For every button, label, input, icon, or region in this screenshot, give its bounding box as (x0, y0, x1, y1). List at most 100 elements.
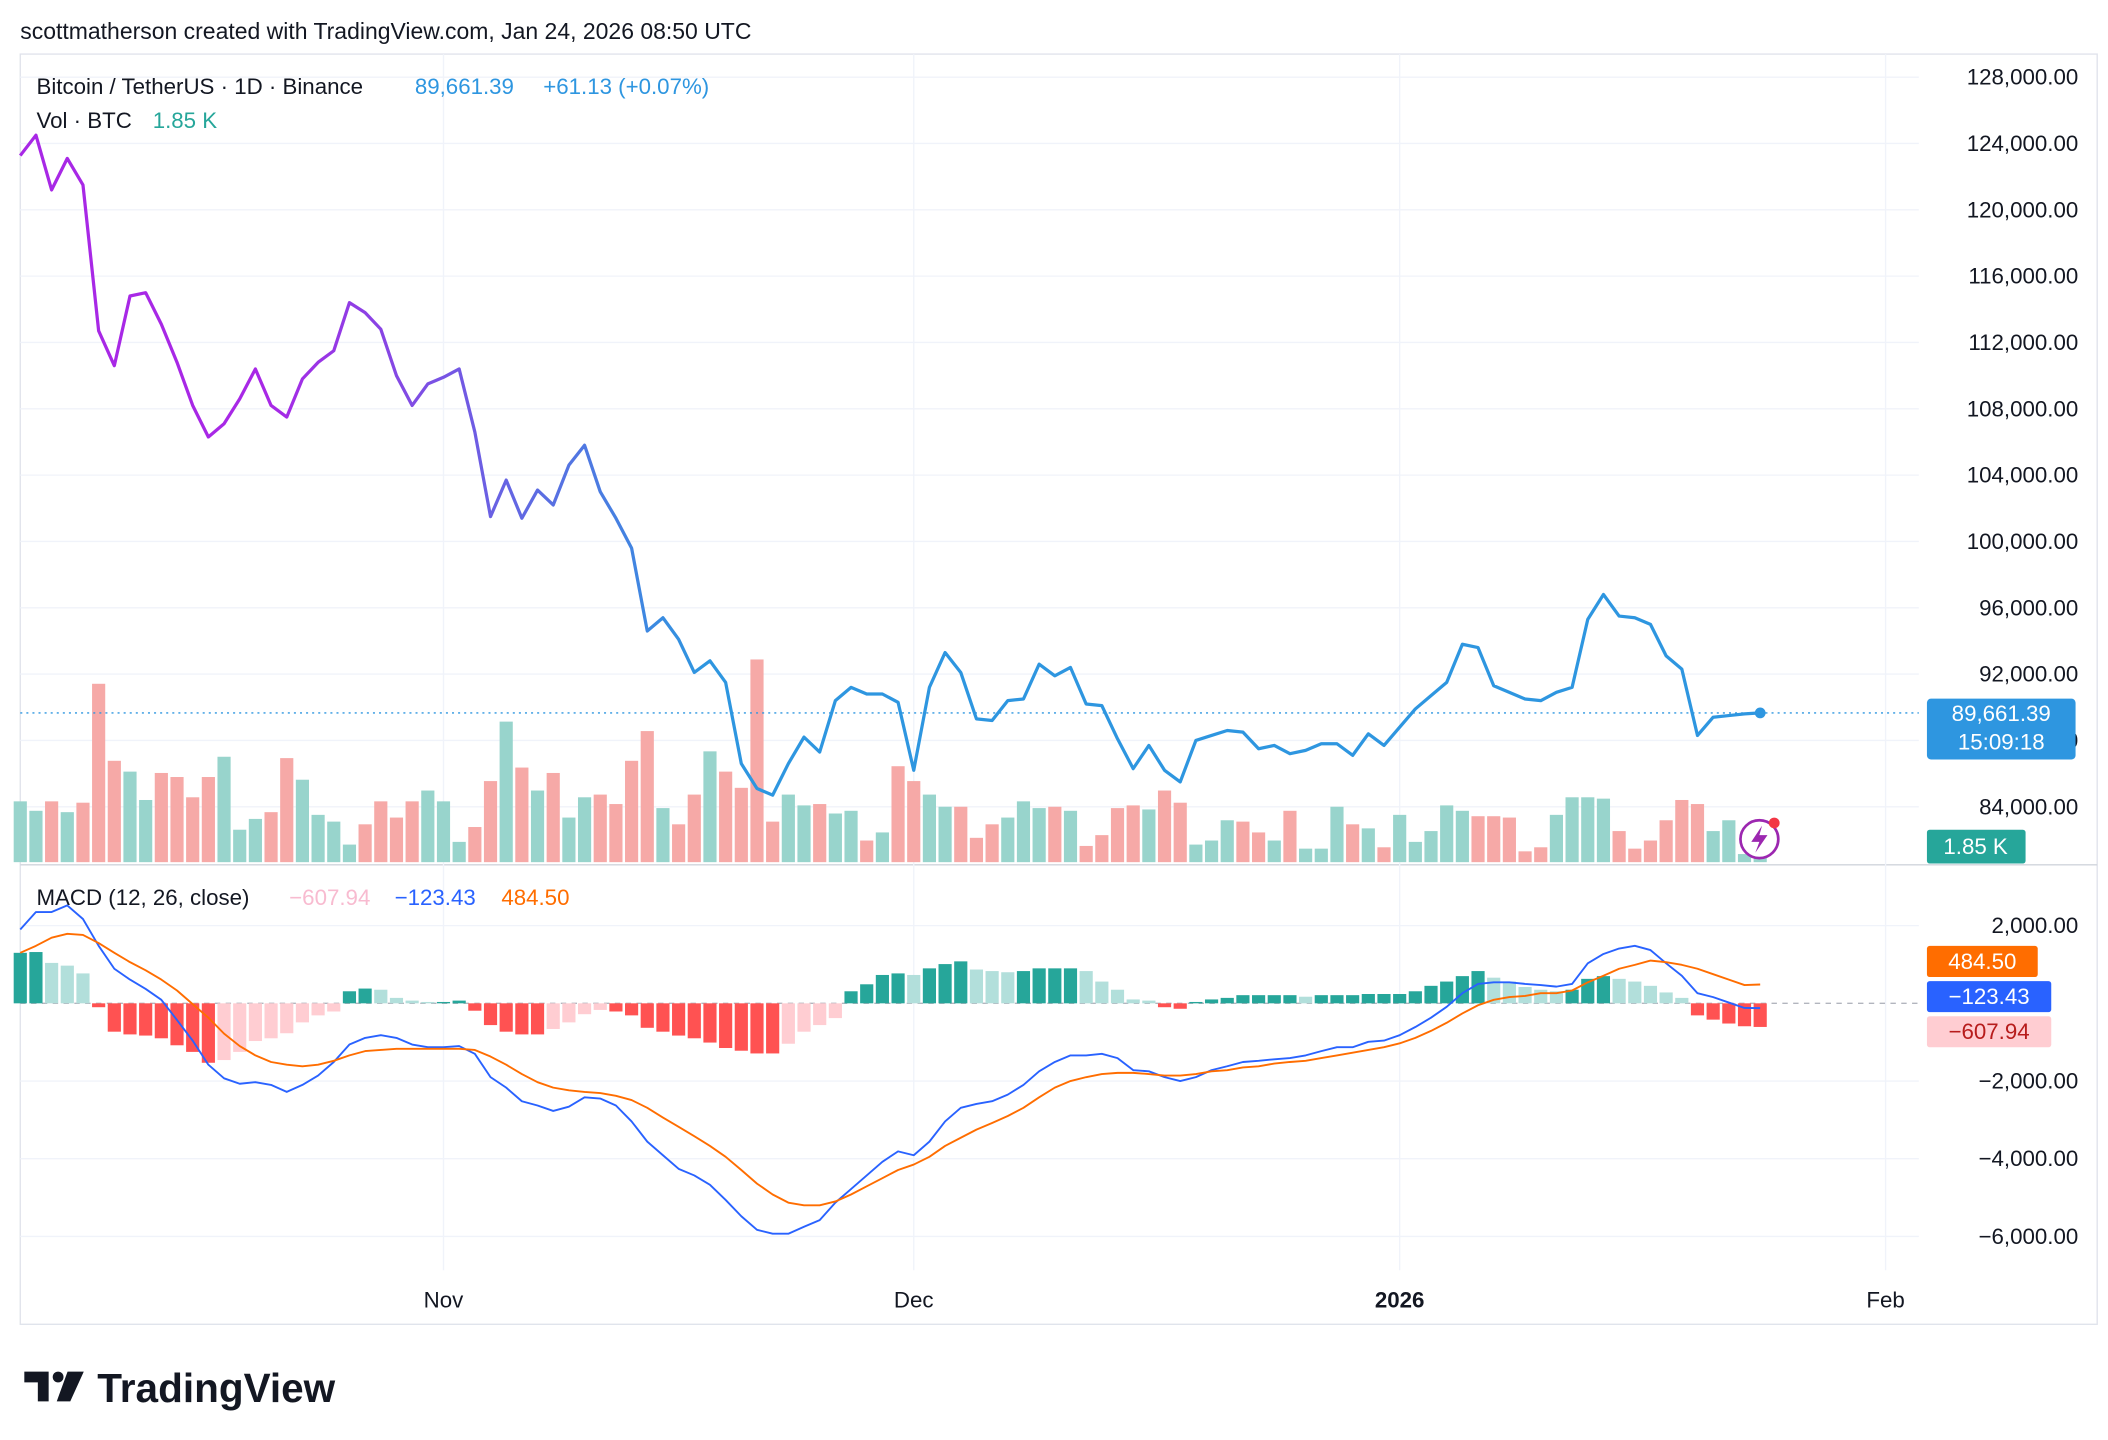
attribution: scottmatherson created with TradingView.… (20, 18, 751, 44)
histogram-bar (45, 962, 59, 1004)
histogram-badge-value: −607.94 (1949, 1019, 2030, 1044)
volume-bar (844, 810, 858, 863)
alert-icon[interactable] (1739, 817, 1780, 860)
histogram-bar (1737, 1003, 1752, 1027)
macd-badge-value: −123.43 (1949, 984, 2030, 1009)
histogram-bar (1189, 1001, 1203, 1004)
histogram-bar (813, 1003, 827, 1026)
legend-signal: 484.50 (501, 885, 569, 910)
histogram-bar (828, 1003, 842, 1019)
volume-bar (1048, 806, 1062, 863)
volume-bar (985, 824, 999, 863)
histogram-bar (656, 1003, 670, 1032)
volume-bar (248, 818, 262, 863)
histogram-bar (954, 961, 968, 1004)
histogram-bar (672, 1003, 686, 1036)
volume-bar (860, 840, 874, 863)
volume-bar (1032, 808, 1046, 863)
volume-bar (1361, 828, 1375, 863)
histogram-bar (1095, 981, 1109, 1004)
volume-bar (1377, 847, 1391, 863)
histogram-bar (342, 991, 357, 1004)
histogram-bar (1142, 1000, 1156, 1004)
volume-bar (1220, 820, 1234, 863)
volume-bar (577, 797, 592, 863)
histogram-bar (797, 1003, 811, 1032)
volume-bar (1675, 799, 1689, 863)
x-tick-label: 2026 (1375, 1287, 1425, 1312)
volume-bar (1016, 801, 1031, 863)
y-tick-label: 116,000.00 (1968, 264, 2078, 289)
x-tick-label: Dec (894, 1287, 934, 1312)
histogram-bar (1079, 971, 1093, 1004)
histogram-bar (76, 973, 90, 1004)
histogram-bar (1204, 999, 1219, 1004)
histogram-bar (703, 1003, 717, 1043)
last-price-dot (1754, 707, 1766, 719)
histogram-bar (891, 973, 905, 1004)
x-tick-label: Nov (424, 1287, 464, 1312)
volume-bar (750, 659, 764, 863)
macd-tick-label: −4,000.00 (1979, 1146, 2079, 1171)
histogram-bar (327, 1003, 341, 1012)
histogram-bar (1236, 995, 1250, 1004)
volume-bar (405, 801, 419, 863)
volume-bar (499, 721, 513, 863)
histogram-bar (1016, 971, 1031, 1004)
histogram-bar (844, 991, 858, 1004)
histogram-bar (1157, 1003, 1172, 1008)
histogram-bar (985, 971, 999, 1004)
volume-bar (1283, 810, 1297, 863)
histogram-bar (60, 965, 74, 1004)
legend-last-price: 89,661.39 (415, 74, 514, 99)
volume-bar (374, 801, 388, 863)
histogram-bar (750, 1003, 764, 1054)
histogram-bar (719, 1003, 733, 1049)
legend-histogram: −607.94 (289, 885, 370, 910)
histogram-bar (1612, 978, 1626, 1004)
y-tick-label: 96,000.00 (1979, 595, 2078, 620)
histogram-bar (1659, 992, 1673, 1004)
volume-bar (421, 790, 435, 863)
volume-bar (1204, 840, 1219, 863)
volume-bar (797, 805, 811, 863)
volume-badge (1926, 829, 2026, 864)
x-tick-label: Feb (1866, 1287, 1904, 1312)
histogram-bar (1596, 976, 1611, 1004)
volume-bar (342, 844, 357, 863)
macd-line (19, 904, 1761, 1235)
volume-bar (170, 777, 184, 863)
volume-bar (1737, 854, 1752, 863)
volume-bar (1252, 832, 1266, 863)
histogram-bar (734, 1003, 748, 1051)
histogram-bar (154, 1003, 168, 1039)
volume-bar (672, 824, 686, 863)
histogram-bar (640, 1003, 654, 1028)
histogram-bar (248, 1003, 262, 1042)
y-tick-label: 112,000.00 (1968, 330, 2078, 355)
histogram-bar (1675, 997, 1689, 1004)
price-badge-countdown: 15:09:18 (1958, 729, 2045, 754)
volume-bar (139, 799, 153, 863)
volume-bar (954, 806, 968, 863)
histogram-bar (468, 1003, 482, 1011)
volume-bar (1095, 835, 1109, 863)
histogram-bar (1361, 993, 1375, 1004)
histogram-bar (233, 1003, 247, 1052)
volume-bar (828, 813, 842, 863)
histogram-bar (1346, 995, 1360, 1004)
volume-bar (1173, 802, 1187, 863)
price-badge-value: 89,661.39 (1952, 701, 2051, 726)
histogram-bar (107, 1003, 121, 1032)
volume-bar (1346, 824, 1360, 863)
histogram-bar (436, 1001, 451, 1004)
volume-bar (436, 801, 451, 863)
volume-bar (625, 760, 639, 863)
histogram-bar (1314, 995, 1328, 1004)
histogram-bar (687, 1003, 701, 1039)
histogram-bar (1220, 997, 1234, 1004)
macd-title: MACD (12, 26, close) (36, 885, 249, 910)
histogram-bar (593, 1003, 607, 1010)
histogram-bar (1722, 1003, 1736, 1024)
